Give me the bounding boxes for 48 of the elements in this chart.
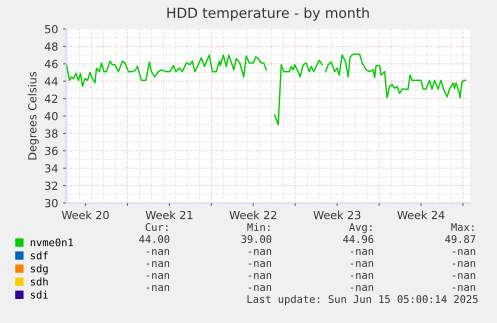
text: -nan bbox=[248, 285, 272, 292]
text: -nan bbox=[452, 273, 476, 280]
y-tick-label: 48 bbox=[44, 42, 58, 51]
text: Max: bbox=[451, 223, 474, 232]
y-axis-title: Degrees Celsius bbox=[28, 72, 39, 160]
x-tick-label: Week 24 bbox=[397, 210, 444, 220]
x-tick-label: Week 21 bbox=[146, 210, 192, 220]
text: -nan bbox=[350, 261, 374, 268]
text: Avg: bbox=[349, 223, 372, 234]
text: -nan bbox=[452, 249, 476, 256]
text: -nan bbox=[146, 285, 170, 292]
text: -nan bbox=[350, 249, 374, 256]
text: -nan bbox=[146, 273, 170, 280]
text: -nan bbox=[248, 249, 272, 256]
x-tick-label: Week 22 bbox=[230, 210, 276, 220]
text: 44.96 bbox=[343, 235, 374, 244]
y-tick-label: 36 bbox=[45, 146, 58, 156]
text: 49.87 bbox=[445, 235, 476, 244]
text: -nan bbox=[350, 273, 374, 280]
y-tick-label: 32 bbox=[45, 182, 58, 190]
chart-title: HDD temperature - by month bbox=[167, 7, 369, 21]
text: Cur: bbox=[146, 223, 168, 232]
legend-label: sdg bbox=[30, 264, 48, 275]
x-tick-label: Week 23 bbox=[313, 210, 360, 220]
text: Last update: Sun Jun 15 05:00:14 2025 bbox=[248, 294, 478, 306]
x-tick-label: Week 20 bbox=[62, 210, 109, 220]
legend-label: sdh bbox=[30, 277, 48, 286]
legend-label: nvme0n1 bbox=[30, 238, 73, 246]
legend-label: sdf bbox=[30, 251, 48, 260]
text: 39.00 bbox=[241, 235, 272, 244]
text: -nan bbox=[146, 261, 170, 268]
legend-label: sdi bbox=[30, 290, 48, 299]
text: 44.00 bbox=[139, 235, 170, 244]
text: -nan bbox=[452, 285, 476, 292]
text: -nan bbox=[146, 249, 170, 256]
text: -nan bbox=[248, 261, 272, 268]
y-tick-label: 30 bbox=[45, 198, 58, 208]
y-tick-label: 34 bbox=[45, 164, 58, 173]
text: -nan bbox=[452, 261, 476, 268]
text: -nan bbox=[248, 273, 272, 280]
y-tick-label: 46 bbox=[44, 60, 58, 68]
text: Min: bbox=[247, 222, 270, 231]
y-tick-label: 50 bbox=[45, 24, 58, 34]
y-tick-label: 40 bbox=[44, 112, 58, 120]
text: -nan bbox=[350, 285, 374, 292]
y-tick-label: 38 bbox=[45, 129, 58, 138]
y-tick-label: 44 bbox=[44, 77, 58, 86]
y-tick-label: 42 bbox=[44, 94, 58, 103]
